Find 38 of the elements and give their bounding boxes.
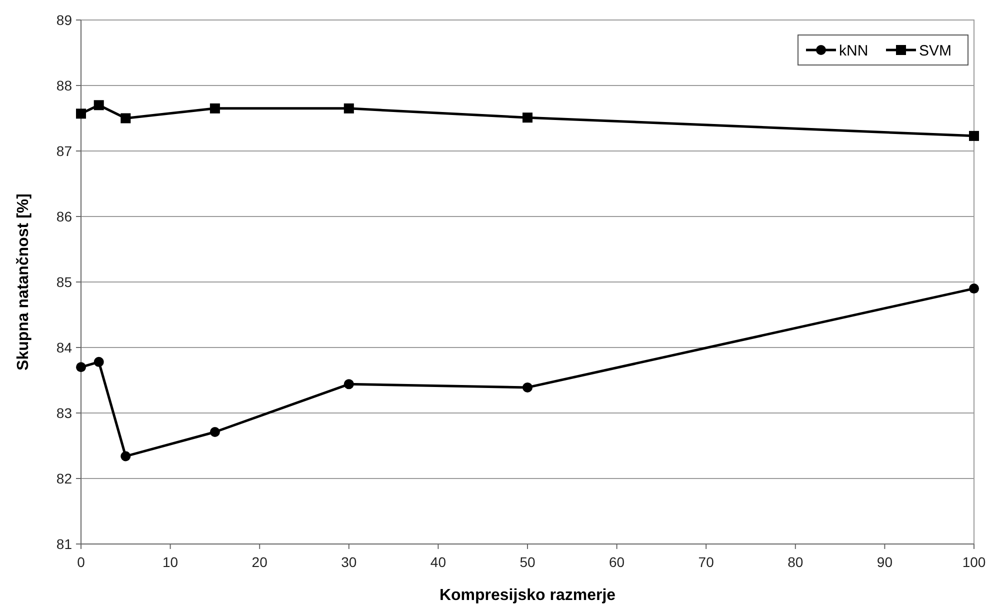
x-tick-label: 60	[609, 554, 625, 570]
legend-label: SVM	[919, 42, 952, 60]
y-tick-label: 87	[56, 142, 72, 159]
point	[210, 426, 220, 437]
x-axis-title: Kompresijsko razmerje	[439, 587, 616, 604]
point	[120, 451, 131, 462]
point	[522, 382, 532, 392]
x-tick-label: 100	[962, 554, 986, 570]
x-tick-label: 10	[162, 554, 178, 570]
y-tick-label: 85	[56, 274, 72, 290]
point	[969, 130, 979, 141]
x-tick-label: 70	[698, 554, 714, 570]
x-tick-label: 20	[252, 554, 268, 570]
x-tick-label: 90	[876, 554, 893, 570]
y-tick-label: 81	[56, 536, 72, 552]
point	[94, 356, 104, 367]
point	[522, 112, 532, 123]
y-tick-label: 82	[56, 470, 72, 486]
y-tick-label: 86	[56, 208, 72, 224]
y-axis-title: Skupna natančnost [%]	[15, 194, 32, 370]
y-tick-label: 83	[56, 404, 72, 421]
x-tick-label: 0	[77, 554, 86, 570]
point	[76, 108, 86, 119]
y-tick-label: 84	[56, 339, 72, 356]
x-tick-label: 50	[520, 554, 536, 570]
point	[120, 113, 131, 124]
y-tick-label: 89	[56, 12, 72, 28]
legend-label: kNN	[839, 42, 868, 60]
point	[76, 362, 86, 372]
point	[94, 100, 104, 110]
y-tick-label: 88	[56, 77, 72, 94]
point	[344, 103, 354, 114]
x-tick-label: 80	[788, 554, 804, 570]
point	[969, 284, 979, 294]
point	[344, 379, 354, 390]
x-tick-label: 30	[341, 554, 357, 570]
x-tick-label: 40	[430, 554, 446, 570]
point	[210, 103, 220, 114]
